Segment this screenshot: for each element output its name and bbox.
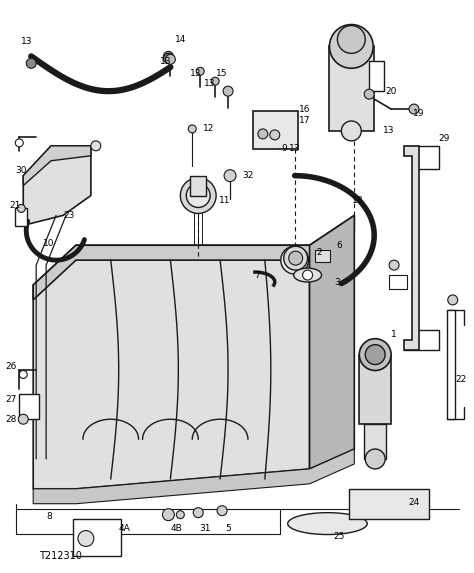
- Text: 15: 15: [216, 69, 228, 78]
- Text: 5: 5: [225, 524, 231, 533]
- Circle shape: [302, 270, 312, 280]
- Circle shape: [164, 53, 173, 63]
- Bar: [315, 250, 330, 262]
- Polygon shape: [33, 215, 354, 300]
- Text: 32: 32: [242, 171, 254, 180]
- Circle shape: [17, 205, 25, 213]
- Circle shape: [341, 121, 361, 141]
- Bar: [359, 355, 391, 424]
- Text: 4A: 4A: [119, 524, 130, 533]
- Circle shape: [364, 89, 374, 99]
- Bar: [253, 111, 298, 149]
- Bar: [364, 424, 386, 459]
- Text: 21: 21: [9, 201, 21, 210]
- Circle shape: [193, 508, 203, 517]
- Circle shape: [26, 58, 36, 68]
- Circle shape: [287, 252, 302, 268]
- Text: 4B: 4B: [171, 524, 182, 533]
- Circle shape: [365, 449, 385, 469]
- Bar: [447, 310, 455, 419]
- Polygon shape: [310, 215, 354, 469]
- Text: 24: 24: [408, 499, 419, 507]
- Text: 28: 28: [6, 415, 17, 423]
- Text: 13: 13: [383, 127, 395, 135]
- Circle shape: [289, 251, 302, 265]
- Text: 29: 29: [438, 135, 449, 143]
- Ellipse shape: [294, 268, 321, 282]
- Bar: [19, 394, 39, 419]
- Text: 12: 12: [202, 124, 214, 134]
- Text: 13: 13: [289, 144, 301, 154]
- Circle shape: [337, 26, 365, 53]
- Text: 25: 25: [334, 532, 345, 541]
- Text: 1: 1: [391, 330, 397, 339]
- Circle shape: [217, 506, 227, 516]
- Bar: [389, 275, 407, 289]
- Text: 27: 27: [6, 395, 17, 404]
- Text: 13: 13: [204, 79, 216, 88]
- Text: 2: 2: [317, 248, 322, 257]
- Bar: [15, 209, 27, 226]
- Circle shape: [389, 260, 399, 270]
- Text: 23: 23: [64, 211, 75, 220]
- Circle shape: [281, 246, 309, 274]
- Bar: [73, 519, 121, 556]
- Text: 26: 26: [6, 362, 17, 371]
- Circle shape: [284, 246, 308, 270]
- Text: 13: 13: [190, 69, 201, 78]
- Text: 17: 17: [299, 116, 310, 125]
- Text: 14: 14: [174, 35, 186, 44]
- Circle shape: [176, 511, 184, 519]
- Text: 3: 3: [335, 277, 340, 286]
- Text: 6: 6: [337, 241, 342, 250]
- Circle shape: [223, 86, 233, 96]
- Circle shape: [78, 531, 94, 547]
- Bar: [369, 61, 384, 91]
- Circle shape: [91, 141, 101, 151]
- Text: 13: 13: [160, 57, 171, 66]
- Circle shape: [448, 295, 458, 305]
- Text: 19: 19: [413, 108, 425, 117]
- Polygon shape: [404, 146, 419, 350]
- Bar: [349, 489, 429, 519]
- Circle shape: [165, 54, 175, 64]
- Circle shape: [258, 129, 268, 139]
- Polygon shape: [33, 449, 354, 504]
- Text: 20: 20: [385, 87, 397, 96]
- Circle shape: [270, 130, 280, 140]
- Polygon shape: [23, 146, 91, 225]
- Text: 30: 30: [16, 166, 27, 175]
- Circle shape: [365, 344, 385, 364]
- Text: 18: 18: [352, 196, 363, 205]
- Text: 22: 22: [455, 375, 466, 384]
- Circle shape: [180, 178, 216, 213]
- Polygon shape: [33, 245, 310, 489]
- Text: 8: 8: [46, 512, 52, 521]
- Circle shape: [163, 509, 174, 521]
- Circle shape: [211, 77, 219, 85]
- Circle shape: [186, 183, 210, 207]
- Bar: [329, 46, 374, 131]
- Circle shape: [409, 104, 419, 114]
- Text: 13: 13: [20, 37, 32, 46]
- Circle shape: [329, 25, 373, 68]
- Circle shape: [196, 67, 204, 75]
- Circle shape: [18, 414, 28, 424]
- Circle shape: [15, 139, 23, 147]
- Text: 9: 9: [282, 144, 288, 154]
- Polygon shape: [23, 146, 91, 186]
- Ellipse shape: [288, 513, 367, 535]
- Circle shape: [224, 170, 236, 182]
- Circle shape: [359, 339, 391, 371]
- Text: 31: 31: [200, 524, 211, 533]
- Circle shape: [19, 371, 27, 378]
- Circle shape: [164, 52, 173, 61]
- Circle shape: [188, 125, 196, 133]
- Text: 10: 10: [43, 239, 55, 248]
- Text: 7: 7: [254, 270, 260, 280]
- Text: 11: 11: [219, 196, 231, 205]
- Text: T212310: T212310: [39, 551, 82, 562]
- Text: 16: 16: [299, 104, 310, 113]
- Bar: [190, 176, 206, 195]
